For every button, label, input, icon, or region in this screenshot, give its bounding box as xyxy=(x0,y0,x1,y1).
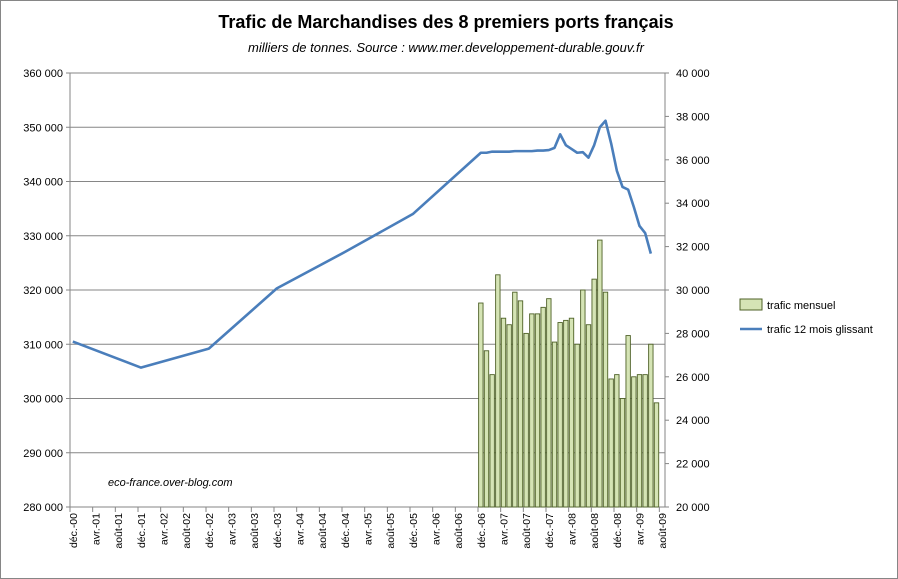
x-tick-label: avr.-06 xyxy=(431,513,443,545)
y-right-tick-label: 32 000 xyxy=(676,242,710,254)
bar xyxy=(483,350,490,508)
bar xyxy=(608,378,614,508)
x-tick-label: déc.-06 xyxy=(476,513,488,548)
bar xyxy=(631,376,637,508)
y-axis-left: 280 000 290 000 300 000 310 000 320 000 330 0… xyxy=(23,68,70,514)
y-right-tick-label: 26 000 xyxy=(676,372,710,384)
bar xyxy=(653,402,660,508)
y-right-tick-label: 40 000 xyxy=(676,68,710,80)
x-tick-label: août-02 xyxy=(181,513,193,549)
bar xyxy=(585,324,592,508)
y-right-tick-label: 24 000 xyxy=(676,415,710,427)
y-left-tick-label: 360 000 xyxy=(23,68,63,80)
x-tick-label: août-09 xyxy=(657,513,669,549)
x-tick-label: avr.-07 xyxy=(499,513,511,545)
watermark: eco-france.over-blog.com xyxy=(108,477,233,489)
x-tick-label: déc.-04 xyxy=(340,513,352,548)
bar-series xyxy=(478,239,660,508)
x-tick-label: août-04 xyxy=(317,513,329,549)
x-axis: déc.-00 avr.-01 août-01 déc.-01 avr.-02 août-… xyxy=(68,507,669,549)
bar xyxy=(551,341,558,508)
bar xyxy=(574,343,580,508)
x-tick-label: déc.-03 xyxy=(272,513,284,548)
x-tick-label: août-05 xyxy=(385,513,397,549)
bar xyxy=(512,291,518,508)
y-left-tick-label: 320 000 xyxy=(23,285,63,297)
x-tick-label: août-01 xyxy=(113,513,125,549)
x-tick-label: déc.-07 xyxy=(544,513,556,548)
bar xyxy=(648,343,654,508)
x-tick-label: déc.-00 xyxy=(68,513,80,548)
y-left-tick-label: 310 000 xyxy=(23,339,63,351)
x-tick-label: déc.-05 xyxy=(408,513,420,548)
chart-title: Trafic de Marchandises des 8 premiers po… xyxy=(218,12,673,32)
bar xyxy=(568,317,575,508)
legend-line-label: trafic 12 mois glissant xyxy=(767,324,873,336)
bar xyxy=(540,306,546,508)
legend: trafic mensuel trafic 12 mois glissant xyxy=(739,298,873,336)
bar xyxy=(580,289,586,508)
bar xyxy=(636,374,643,508)
y-right-tick-label: 22 000 xyxy=(676,459,710,471)
bar xyxy=(602,291,609,508)
bar xyxy=(478,302,484,508)
y-left-tick-label: 350 000 xyxy=(23,122,63,134)
bar xyxy=(642,374,648,508)
bar xyxy=(529,313,535,508)
bar xyxy=(500,317,507,508)
y-right-tick-label: 36 000 xyxy=(676,155,710,167)
y-right-tick-label: 30 000 xyxy=(676,285,710,297)
bar xyxy=(517,300,524,508)
y-axis-right: 20 000 22 000 24 000 26 000 28 000 30 000 32 0… xyxy=(665,68,710,514)
line-series xyxy=(72,119,653,369)
x-tick-label: avr.-04 xyxy=(295,513,307,545)
x-tick-label: août-03 xyxy=(249,513,261,549)
bar xyxy=(534,313,541,508)
x-tick-label: avr.-01 xyxy=(91,513,103,545)
bar xyxy=(489,374,495,508)
x-tick-label: août-06 xyxy=(453,513,465,549)
y-left-tick-label: 290 000 xyxy=(23,448,63,460)
y-left-tick-label: 280 000 xyxy=(23,502,63,514)
x-tick-label: avr.-02 xyxy=(159,513,171,545)
x-tick-label: août-07 xyxy=(521,513,533,549)
y-left-tick-label: 300 000 xyxy=(23,394,63,406)
y-right-tick-label: 34 000 xyxy=(676,198,710,210)
bar xyxy=(591,278,597,508)
bar xyxy=(614,374,620,508)
legend-bar-swatch xyxy=(739,298,763,311)
x-tick-label: avr.-09 xyxy=(635,513,647,545)
bar xyxy=(597,239,603,508)
bar xyxy=(506,324,512,508)
y-right-tick-label: 28 000 xyxy=(676,328,710,340)
y-left-tick-label: 330 000 xyxy=(23,231,63,243)
bar xyxy=(619,398,626,508)
x-tick-label: déc.-02 xyxy=(204,513,216,548)
legend-bar-label: trafic mensuel xyxy=(767,300,835,312)
bar xyxy=(557,322,563,508)
bar xyxy=(523,332,529,508)
x-tick-label: août-08 xyxy=(589,513,601,549)
bar xyxy=(546,298,552,508)
x-tick-label: déc.-01 xyxy=(136,513,148,548)
x-tick-label: déc.-08 xyxy=(612,513,624,548)
bar xyxy=(563,319,569,508)
bar xyxy=(625,335,631,508)
x-tick-label: avr.-08 xyxy=(567,513,579,545)
bar xyxy=(495,274,501,508)
y-right-tick-label: 20 000 xyxy=(676,502,710,514)
chart-subtitle: milliers de tonnes. Source : www.mer.dev… xyxy=(248,40,645,55)
x-tick-label: avr.-05 xyxy=(363,513,375,545)
x-tick-label: avr.-03 xyxy=(227,513,239,545)
y-right-tick-label: 38 000 xyxy=(676,111,710,123)
y-left-tick-label: 340 000 xyxy=(23,177,63,189)
